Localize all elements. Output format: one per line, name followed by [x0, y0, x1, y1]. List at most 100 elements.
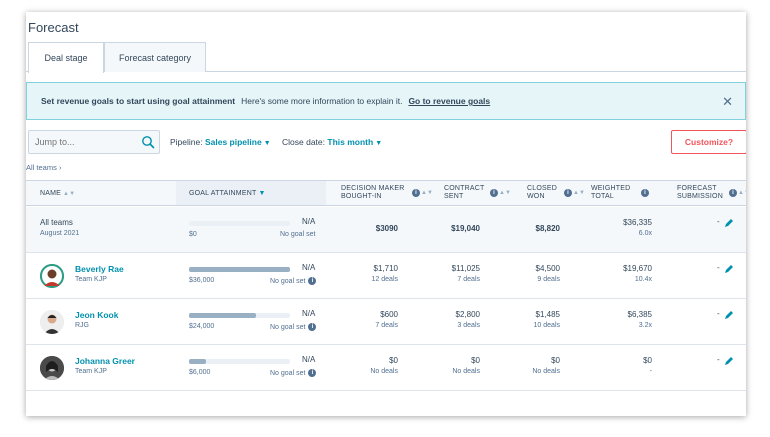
- column-weighted-total[interactable]: WEIGHTED TOTAL: [591, 185, 631, 200]
- contract-value: $11,025: [451, 264, 480, 273]
- customize-button[interactable]: Customize?: [671, 130, 746, 154]
- column-closed-won[interactable]: CLOSED WON: [527, 185, 557, 200]
- breadcrumb[interactable]: All teams ›: [26, 163, 61, 172]
- table-row[interactable]: Beverly Rae Team KJP N/A $36,000 No goal…: [26, 253, 746, 299]
- close-icon[interactable]: ✕: [722, 94, 733, 109]
- info-icon[interactable]: i: [308, 369, 317, 377]
- goal-column-highlight: [176, 181, 326, 205]
- sort-icon: ▲▼: [63, 191, 76, 197]
- avatar: [40, 310, 64, 334]
- sort-icon[interactable]: ▲▼: [499, 190, 511, 196]
- breadcrumb-all-teams[interactable]: All teams: [26, 163, 57, 172]
- goal-percent: N/A: [302, 309, 316, 318]
- info-icon[interactable]: i: [490, 189, 498, 197]
- user-name-link[interactable]: Jeon Kook: [75, 310, 119, 320]
- table-row[interactable]: Johanna Greer Team KJP N/A $6,000 No goa…: [26, 345, 746, 391]
- info-icon[interactable]: i: [729, 189, 737, 197]
- column-goal-attainment[interactable]: GOAL ATTAINMENT ▼: [189, 190, 266, 197]
- row-sub: August 2021: [40, 230, 80, 237]
- goal-progress-bar: [189, 221, 290, 226]
- sort-desc-icon: ▼: [258, 190, 266, 197]
- goal-status: No goal set i: [270, 277, 317, 285]
- table-row[interactable]: Jeon Kook RJG N/A $24,000 No goal set i $…: [26, 299, 746, 345]
- table-row-all-teams[interactable]: All teams August 2021 N/A $0 No goal set…: [26, 207, 746, 253]
- goal-percent: N/A: [302, 217, 316, 226]
- contract-deals: 3 deals: [457, 322, 480, 329]
- forecast-panel: Forecast Deal stage Forecast category Se…: [26, 12, 746, 416]
- info-icon[interactable]: i: [308, 277, 317, 285]
- column-forecast-submission[interactable]: FORECAST SUBMISSION: [677, 185, 723, 200]
- pipeline-filter[interactable]: Pipeline: Sales pipeline ▼: [170, 137, 271, 147]
- weighted-multiplier: 3.2x: [638, 322, 652, 329]
- column-contract-sent[interactable]: CONTRACT SENT: [444, 185, 485, 200]
- info-icon[interactable]: i: [564, 189, 572, 197]
- revenue-goals-link[interactable]: Go to revenue goals: [408, 96, 491, 106]
- closed-deals: 9 deals: [537, 276, 560, 283]
- goals-banner: Set revenue goals to start using goal at…: [26, 82, 746, 120]
- weighted-value: $0: [643, 356, 652, 365]
- search-icon[interactable]: [141, 135, 155, 149]
- pipeline-label: Pipeline:: [170, 137, 203, 147]
- decision-value: $600: [380, 310, 398, 319]
- closed-value: $1,485: [535, 310, 560, 319]
- page-title: Forecast: [28, 20, 79, 35]
- table-header: NAME ▲▼ GOAL ATTAINMENT ▼ DECISION MAKER BO…: [26, 180, 746, 206]
- goal-status: No goal set i: [270, 323, 317, 331]
- closed-value: $4,500: [535, 264, 560, 273]
- avatar: [40, 264, 64, 288]
- goal-amount: $24,000: [189, 323, 215, 330]
- tab-forecast-category[interactable]: Forecast category: [104, 42, 206, 72]
- chevron-down-icon: ▼: [263, 140, 271, 147]
- goal-status: No goal set: [280, 231, 316, 238]
- decision-deals: 7 deals: [375, 322, 398, 329]
- weighted-value: $19,670: [623, 264, 652, 273]
- decision-deals: No deals: [370, 368, 398, 375]
- sort-icon[interactable]: ▲▼: [738, 190, 746, 196]
- user-team: RJG: [75, 322, 89, 329]
- goal-amount: $6,000: [189, 369, 211, 376]
- avatar: [40, 356, 64, 380]
- close-date-filter[interactable]: Close date: This month ▼: [282, 137, 382, 147]
- contract-deals: 7 deals: [457, 276, 480, 283]
- forecast-value: -: [717, 217, 720, 226]
- info-icon[interactable]: i: [641, 189, 649, 197]
- closed-value: $8,820: [535, 224, 560, 233]
- contract-value: $0: [471, 356, 480, 365]
- goal-amount: $0: [189, 231, 197, 238]
- sort-icon[interactable]: ▲▼: [421, 190, 433, 196]
- goal-percent: N/A: [302, 355, 316, 364]
- goal-progress-bar: [189, 359, 290, 364]
- user-name-link[interactable]: Beverly Rae: [75, 264, 124, 274]
- column-decision-maker[interactable]: DECISION MAKER BOUGHT-IN: [341, 185, 405, 200]
- user-team: Team KJP: [75, 276, 107, 283]
- info-icon[interactable]: i: [412, 189, 420, 197]
- decision-deals: 12 deals: [371, 276, 398, 283]
- column-name[interactable]: NAME ▲▼: [40, 190, 76, 197]
- closed-value: $0: [551, 356, 560, 365]
- decision-value: $0: [389, 356, 398, 365]
- goal-amount: $36,000: [189, 277, 215, 284]
- pencil-icon[interactable]: [724, 310, 734, 320]
- pencil-icon[interactable]: [724, 264, 734, 274]
- banner-title: Set revenue goals to start using goal at…: [41, 96, 236, 106]
- weighted-value: $6,385: [627, 310, 652, 319]
- forecast-value: -: [717, 355, 720, 364]
- goal-status: No goal set i: [270, 369, 317, 377]
- forecast-value: -: [717, 309, 720, 318]
- pipeline-value[interactable]: Sales pipeline: [204, 137, 262, 147]
- tab-deal-stage[interactable]: Deal stage: [28, 42, 104, 73]
- user-name-link[interactable]: Johanna Greer: [75, 356, 135, 366]
- pencil-icon[interactable]: [724, 356, 734, 366]
- close-date-value[interactable]: This month: [327, 137, 374, 147]
- search-input[interactable]: [28, 130, 160, 154]
- sort-icon[interactable]: ▲▼: [573, 190, 585, 196]
- row-name: All teams: [40, 218, 73, 227]
- pencil-icon[interactable]: [724, 218, 734, 228]
- user-team: Team KJP: [75, 368, 107, 375]
- banner-info: Here's some more information to explain …: [241, 96, 403, 106]
- decision-value: $3090: [375, 224, 398, 233]
- decision-value: $1,710: [373, 264, 398, 273]
- goal-progress-bar: [189, 313, 290, 318]
- weighted-multiplier: 10.4x: [634, 276, 652, 283]
- info-icon[interactable]: i: [308, 323, 317, 331]
